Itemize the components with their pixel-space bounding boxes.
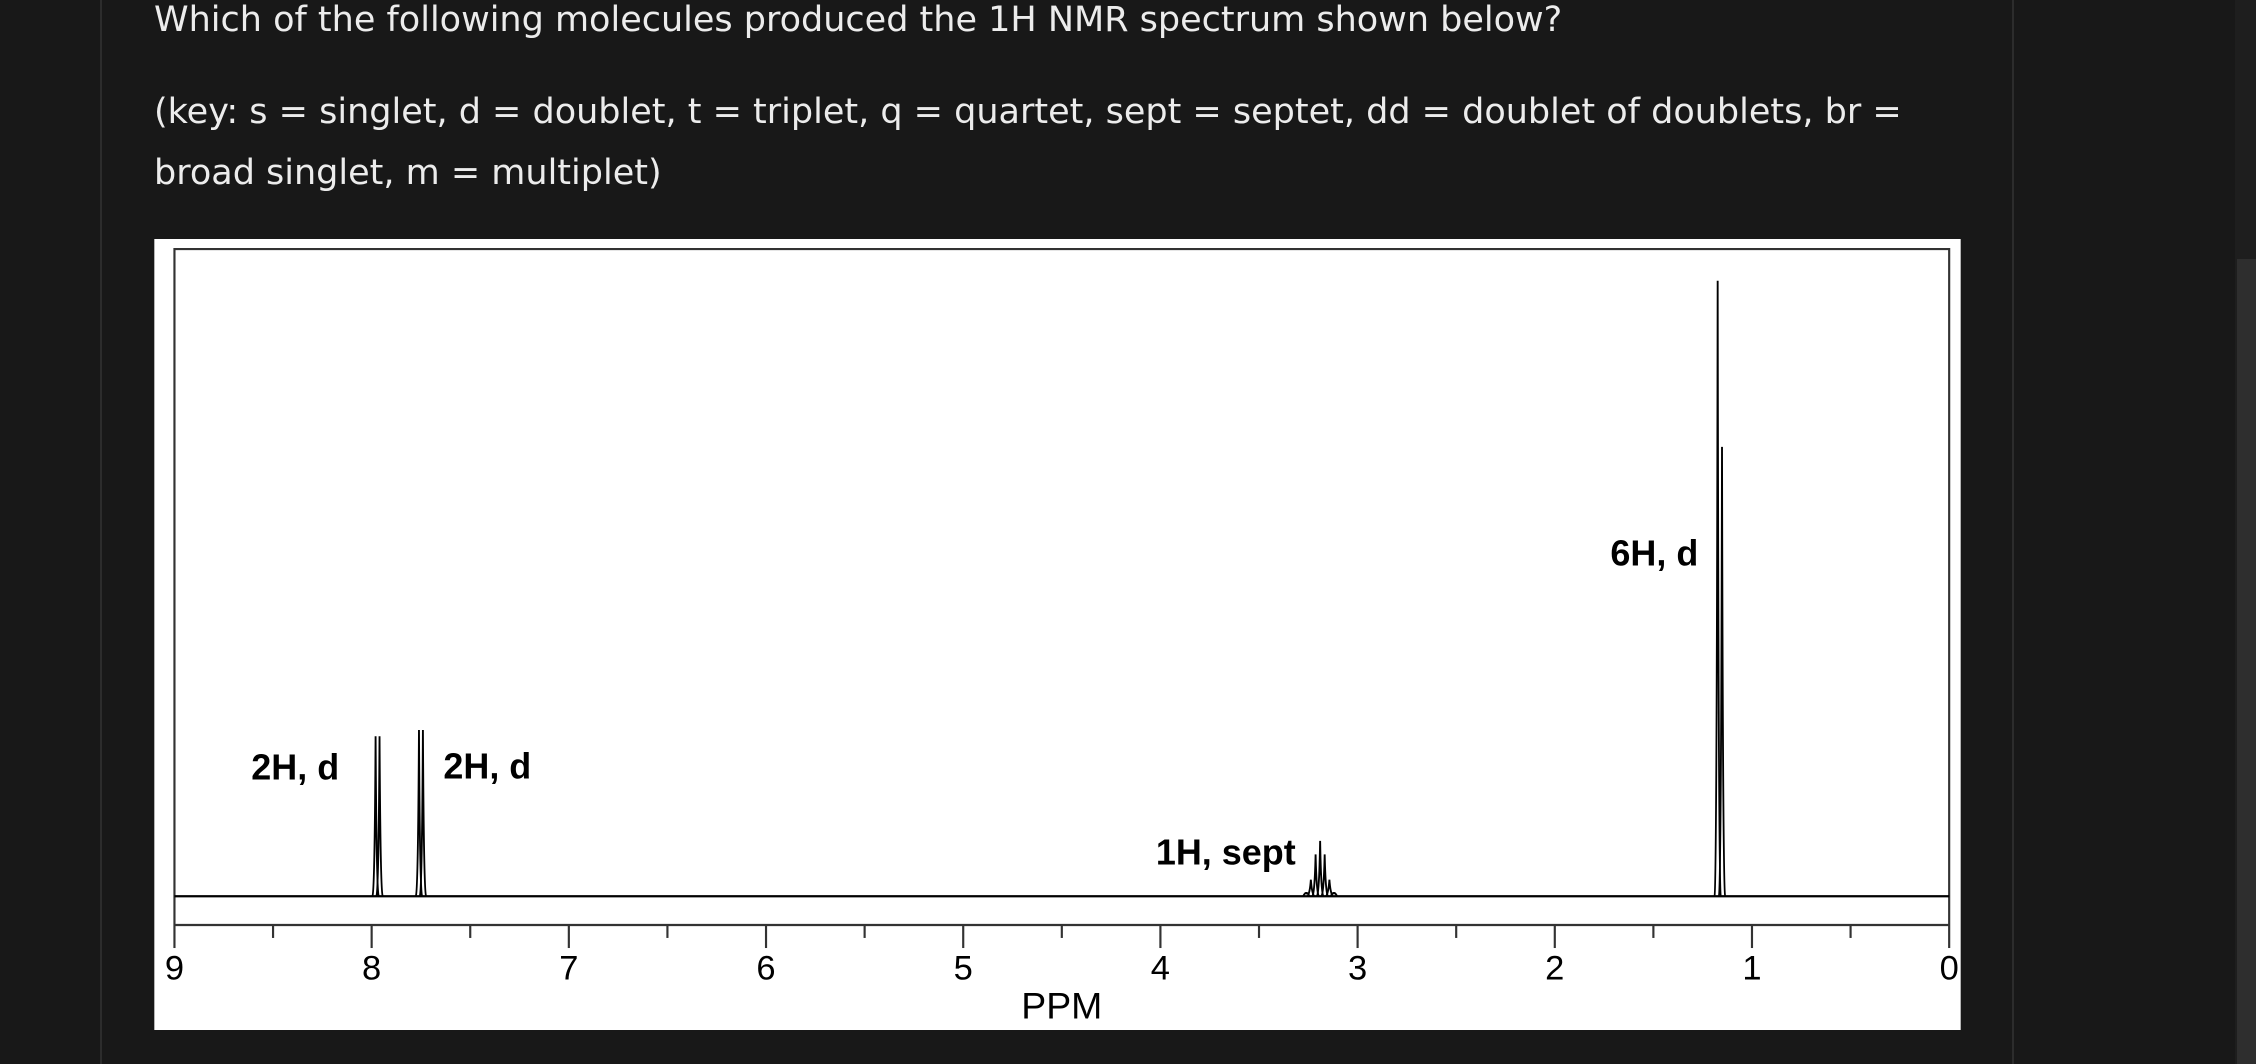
x-tick-label: 1 [1742, 950, 1761, 988]
peak-line [418, 730, 427, 897]
x-tick-label: 2 [1545, 950, 1564, 988]
x-tick-label: 8 [362, 950, 381, 988]
chart-background [154, 239, 1961, 1030]
content-column [100, 0, 2014, 1064]
scrollbar-thumb[interactable] [2237, 259, 2256, 1064]
peak-line [1325, 879, 1334, 897]
peak-line [1717, 446, 1727, 897]
question-text: Which of the following molecules produce… [154, 0, 1563, 40]
peak-line [1329, 891, 1338, 897]
x-tick-label: 9 [165, 950, 184, 988]
x-tick-label: 7 [559, 950, 578, 988]
peak-line [1320, 854, 1329, 897]
x-tick-label: 0 [1940, 950, 1959, 988]
spectrum-chart: PPM 9 8 7 6 5 4 3 2 1 0 2H, d 2H, d 1H, sept 6H, d [154, 239, 1961, 1030]
plot-frame [173, 247, 1951, 926]
x-tick-label: 6 [756, 950, 775, 988]
x-axis-label: PPM [1021, 984, 1102, 1026]
peak-label: 6H, d [1610, 532, 1698, 573]
peak-line [375, 736, 384, 897]
peak-label: 1H, sept [1156, 832, 1296, 873]
peak-label: 2H, d [443, 745, 531, 786]
x-tick-label: 5 [954, 950, 973, 988]
x-tick-label: 4 [1151, 950, 1170, 988]
question-key: (key: s = singlet, d = doublet, t = trip… [154, 92, 1902, 193]
peak-label: 2H, d [251, 747, 339, 788]
x-tick-label: 3 [1348, 950, 1367, 988]
